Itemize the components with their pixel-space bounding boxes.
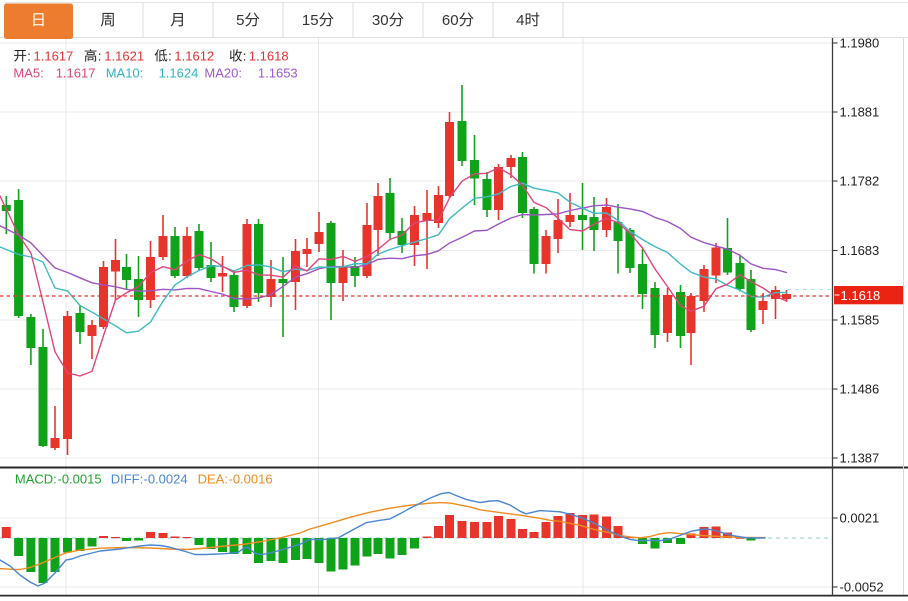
svg-text:MA5:: MA5: xyxy=(13,66,43,81)
svg-text:1.1624: 1.1624 xyxy=(159,66,199,81)
svg-text:-0.0052: -0.0052 xyxy=(840,580,884,595)
svg-text:1.1387: 1.1387 xyxy=(840,451,880,466)
svg-text:MACD:: MACD: xyxy=(15,471,57,486)
svg-text:5: 5 xyxy=(236,12,244,29)
svg-text:60: 60 xyxy=(442,12,459,29)
svg-text:1.1617: 1.1617 xyxy=(56,66,96,81)
svg-text:1.1980: 1.1980 xyxy=(840,36,880,51)
svg-text:1.1486: 1.1486 xyxy=(840,382,880,397)
svg-text:1.1653: 1.1653 xyxy=(258,66,298,81)
svg-text:DEA:: DEA: xyxy=(198,471,228,486)
svg-text:1.1617: 1.1617 xyxy=(34,49,74,64)
svg-text:1.1881: 1.1881 xyxy=(840,105,880,120)
svg-text:1.1683: 1.1683 xyxy=(840,243,880,258)
svg-text:-0.0015: -0.0015 xyxy=(58,471,102,486)
svg-text:0.0021: 0.0021 xyxy=(840,511,880,526)
svg-text:1.1782: 1.1782 xyxy=(840,174,880,189)
svg-text:30: 30 xyxy=(372,12,389,29)
svg-text::: : xyxy=(27,49,31,64)
svg-text::: : xyxy=(168,49,172,64)
svg-text:4: 4 xyxy=(516,12,524,29)
svg-text:DIFF:: DIFF: xyxy=(111,471,144,486)
svg-text:1.1618: 1.1618 xyxy=(249,49,289,64)
svg-text:-0.0024: -0.0024 xyxy=(144,471,188,486)
svg-text:1.1621: 1.1621 xyxy=(104,49,144,64)
svg-text:1.1612: 1.1612 xyxy=(174,49,214,64)
svg-text::: : xyxy=(243,49,247,64)
svg-text:15: 15 xyxy=(302,12,319,29)
svg-text:1.1585: 1.1585 xyxy=(840,313,880,328)
svg-text:-0.0016: -0.0016 xyxy=(229,471,273,486)
svg-text:MA10:: MA10: xyxy=(106,66,144,81)
svg-text:1.1618: 1.1618 xyxy=(841,288,881,303)
svg-text:MA20:: MA20: xyxy=(204,66,242,81)
svg-text::: : xyxy=(98,49,102,64)
